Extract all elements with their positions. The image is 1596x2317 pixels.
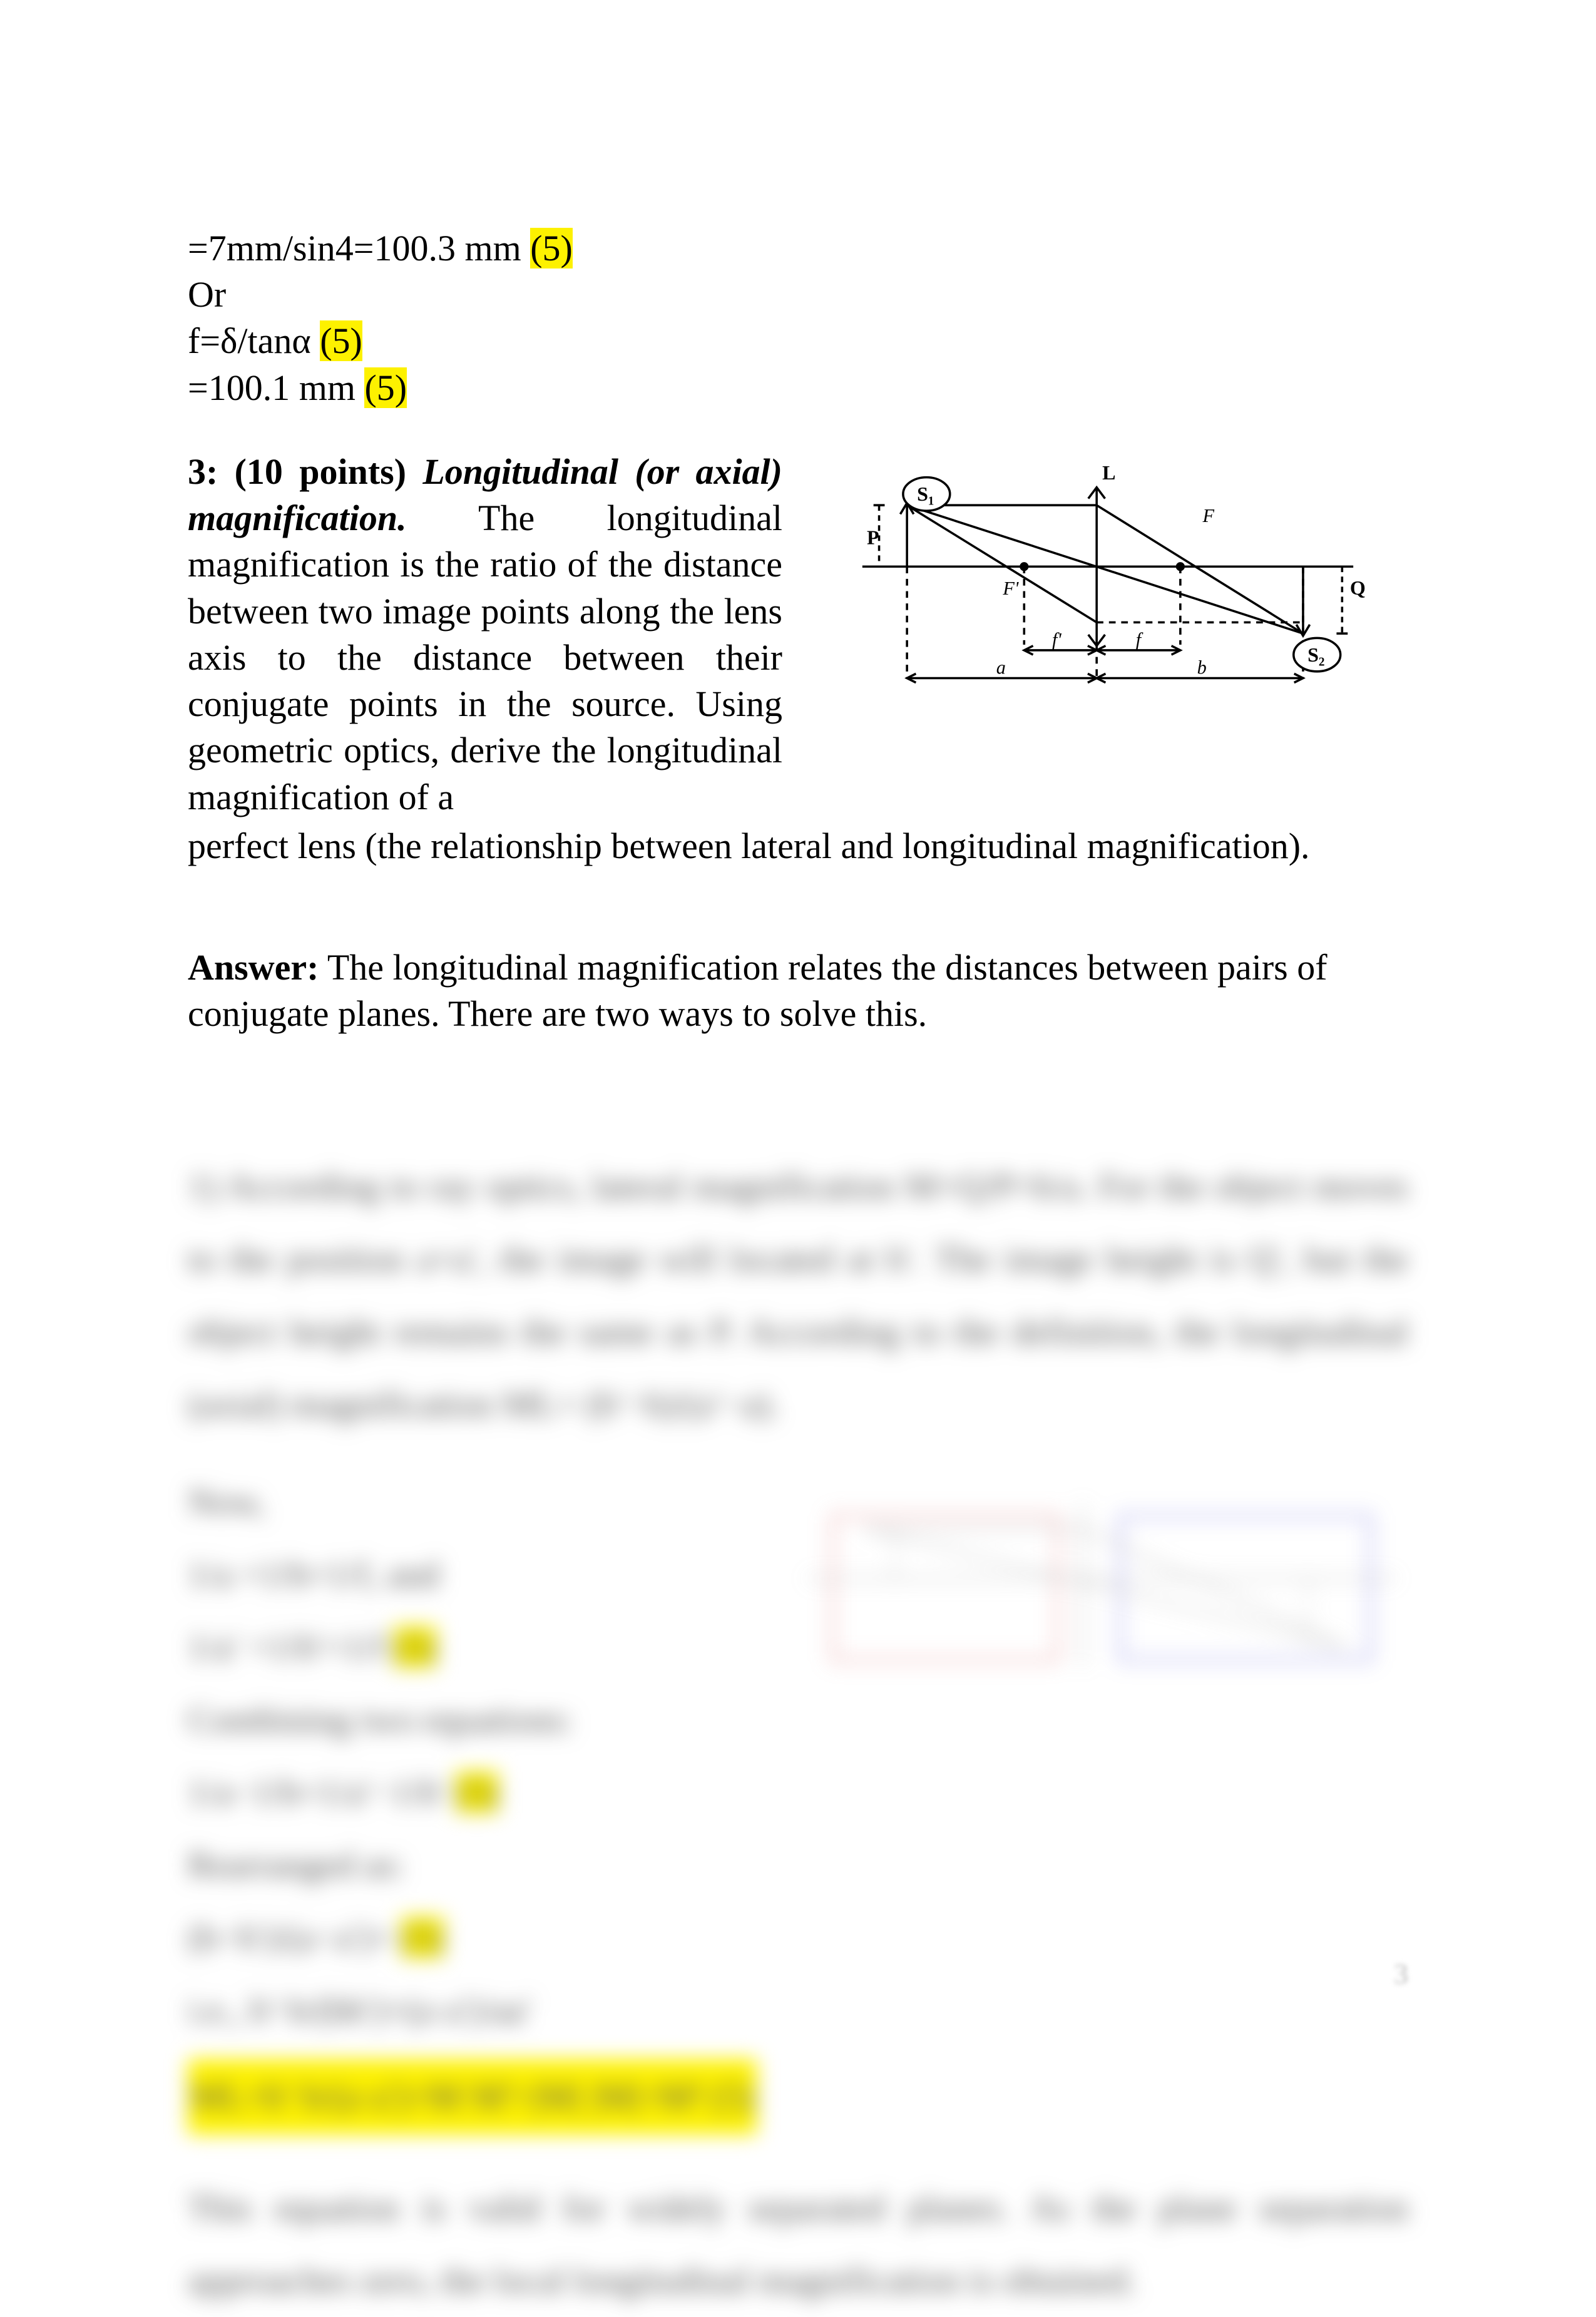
answer-label: Answer: xyxy=(188,947,319,988)
fig1-label-p: P xyxy=(867,526,879,549)
eq-line-1-hl: (5) xyxy=(530,228,573,269)
eq-line-4-hl: (5) xyxy=(364,367,407,408)
fig1-label-f-top: F xyxy=(1202,505,1215,526)
answer-text: The longitudinal magnification relates t… xyxy=(188,947,1327,1034)
blurred-eq2-text: 1/a′ +1/b′=1/f xyxy=(188,1627,394,1667)
fig1-label-b: b xyxy=(1197,657,1207,678)
fig1-label-fprime-focal: F' xyxy=(1002,578,1019,599)
fig1-label-s1: S₁ xyxy=(917,483,934,505)
blurred-para2: This equation is valid for widely separa… xyxy=(188,2172,1408,2317)
fig1-label-s2: S₂ xyxy=(1307,643,1324,666)
page-number: 3 xyxy=(1394,1957,1408,1990)
blurred-rearranged: Rearranged as: xyxy=(188,1829,757,1901)
eq-line-1-text: =7mm/sin4=100.3 mm xyxy=(188,228,530,269)
blurred-solution-region: 1) According to ray optics, lateral magn… xyxy=(188,1150,1408,2317)
eq-line-4: =100.1 mm (5) xyxy=(188,365,1408,411)
optics-diagram: S₁ S₂ P Q L F F' f' f a b xyxy=(807,455,1408,821)
blurred-eq3-text: 1/a−1/b=1/a′−1/b′ xyxy=(188,1772,456,1813)
eq-line-3: f=δ/tanα (5) xyxy=(188,318,1408,364)
blurred-diagram-svg xyxy=(795,1466,1408,1704)
blurred-eq4-text: (b−b′)/(a−a′)= xyxy=(188,1917,401,1958)
equation-block-top: =7mm/sin4=100.3 mm (5) Or f=δ/tanα (5) =… xyxy=(188,225,1408,411)
blurred-eq4: (b−b′)/(a−a′)= (5) xyxy=(188,1901,757,1974)
fig1-label-f-dim: f xyxy=(1136,629,1143,650)
eq-line-2: Or xyxy=(188,272,1408,318)
blurred-final-hl: ML=b′·b/(a·a′)=M·M′=|M|·|M|=M² (5) xyxy=(188,2059,757,2134)
answer-block: Answer: The longitudinal magnification r… xyxy=(188,944,1408,1037)
blurred-ie: i.e., b′·b/(bb′)=(a·a′)/aa′ xyxy=(188,1974,757,2047)
blurred-combining: Combining two equations: xyxy=(188,1684,757,1756)
eq-line-4-text: =100.1 mm xyxy=(188,367,364,408)
eq-line-3-text: f=δ/tanα xyxy=(188,320,320,361)
fig1-label-q: Q xyxy=(1350,576,1366,599)
fig1-label-fprime-dim: f' xyxy=(1052,629,1061,650)
question-3-block: 3: (10 points) Longitudinal (or axial) m… xyxy=(188,449,1408,821)
blurred-eq2-hl: (5) xyxy=(394,1627,436,1667)
blurred-eq4-hl: (5) xyxy=(401,1917,444,1958)
blurred-eq2: 1/a′ +1/b′=1/f (5) xyxy=(188,1611,757,1684)
optics-diagram-svg: S₁ S₂ P Q L F F' f' f a b xyxy=(807,455,1408,712)
blurred-diagram xyxy=(795,1466,1408,1728)
eq-line-3-hl: (5) xyxy=(320,320,362,361)
blurred-para1: 1) According to ray optics, lateral magn… xyxy=(188,1150,1408,1441)
document-page: =7mm/sin4=100.3 mm (5) Or f=δ/tanα (5) =… xyxy=(0,0,1596,2065)
blurred-equation-column: Now, 1/a +1/b=1/f, and 1/a′ +1/b′=1/f (5… xyxy=(188,1466,757,2047)
question-3-text-column: 3: (10 points) Longitudinal (or axial) m… xyxy=(188,449,782,821)
fig1-label-l: L xyxy=(1102,461,1115,484)
blurred-final-line: ML=b′·b/(a·a′)=M·M′=|M|·|M|=M² (5) xyxy=(188,2059,1408,2134)
fig1-label-a: a xyxy=(996,657,1006,678)
q3-body-narrow: The longitudinal magnification is the ra… xyxy=(188,498,782,817)
blurred-now: Now, xyxy=(188,1466,757,1538)
q3-body-fullwidth: perfect lens (the relationship between l… xyxy=(188,823,1408,869)
eq-line-1: =7mm/sin4=100.3 mm (5) xyxy=(188,225,1408,272)
q3-heading-bold: 3: (10 points) xyxy=(188,451,422,492)
blurred-eq3-hl: (5) xyxy=(456,1772,498,1813)
blurred-eq1: 1/a +1/b=1/f, and xyxy=(188,1538,757,1611)
blurred-eq3: 1/a−1/b=1/a′−1/b′ (5) xyxy=(188,1756,757,1829)
